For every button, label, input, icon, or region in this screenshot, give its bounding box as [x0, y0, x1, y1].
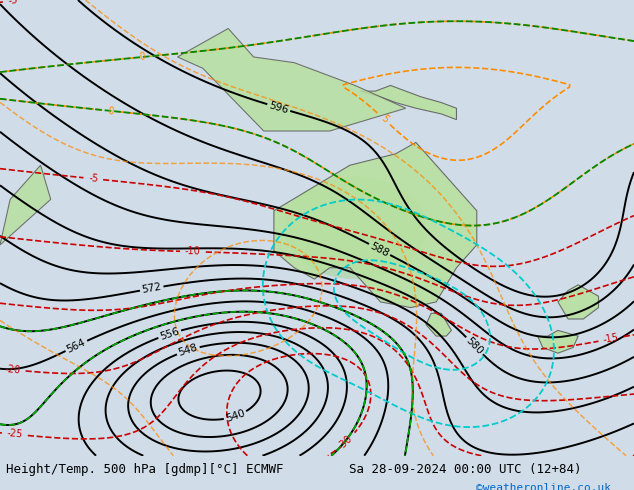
Text: 5: 5 [378, 113, 390, 125]
Text: Height/Temp. 500 hPa [gdmp][°C] ECMWF: Height/Temp. 500 hPa [gdmp][°C] ECMWF [6, 463, 284, 476]
Text: 540: 540 [224, 408, 247, 424]
Text: -10: -10 [185, 246, 201, 257]
Polygon shape [0, 165, 51, 245]
Polygon shape [178, 28, 406, 131]
Text: -25: -25 [6, 429, 23, 440]
Polygon shape [274, 143, 477, 308]
Text: 564: 564 [65, 337, 87, 355]
Text: -30: -30 [337, 433, 355, 451]
Text: 572: 572 [141, 282, 162, 295]
Text: 588: 588 [368, 241, 391, 259]
Text: ©weatheronline.co.uk: ©weatheronline.co.uk [476, 483, 611, 490]
Polygon shape [426, 313, 451, 336]
Text: 0: 0 [139, 52, 146, 62]
Polygon shape [538, 330, 578, 353]
Text: -5: -5 [88, 173, 99, 184]
Text: 0: 0 [107, 105, 114, 116]
Text: 596: 596 [268, 100, 290, 115]
Text: 580: 580 [464, 335, 485, 356]
Text: 548: 548 [177, 343, 199, 358]
Text: Sa 28-09-2024 00:00 UTC (12+84): Sa 28-09-2024 00:00 UTC (12+84) [349, 463, 581, 476]
Ellipse shape [284, 176, 426, 279]
Text: -5: -5 [8, 0, 18, 6]
Text: -15: -15 [602, 333, 620, 345]
Text: 556: 556 [158, 326, 181, 342]
Polygon shape [558, 285, 598, 319]
Polygon shape [360, 85, 456, 120]
Text: -20: -20 [4, 364, 21, 375]
